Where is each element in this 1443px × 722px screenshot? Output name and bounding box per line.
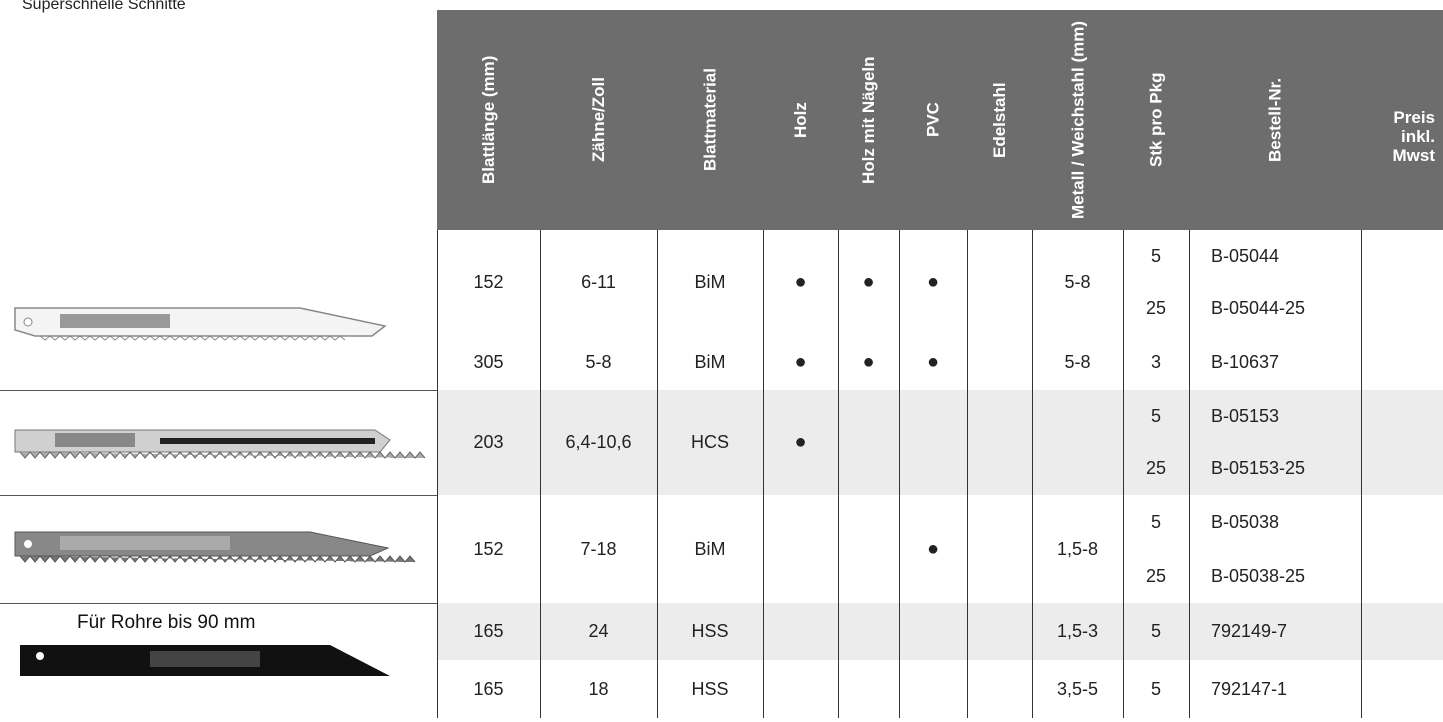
column-rule [437,230,438,718]
column-rule [899,230,900,718]
bullet: ● [926,271,940,293]
order-number: B-05153-25 [1211,458,1306,479]
bullet: ● [926,537,940,560]
column-rule [657,230,658,718]
column-rule [1361,230,1362,718]
pack-count: 3 [1150,352,1161,372]
column-header: Bestell-Nr. [1265,77,1285,163]
cell: 165 [473,678,504,699]
separator [0,495,437,496]
note: Für Rohre bis 90 mm [77,612,256,633]
column-rule [1032,230,1033,718]
blade-images [14,307,426,676]
row-background [437,660,1443,718]
cell: 24 [588,621,609,641]
cell: 203 [473,432,504,452]
order-number: B-10637 [1211,352,1280,372]
blade [14,429,426,459]
column-header: Edelstahl [990,82,1009,158]
cell: 1,5-8 [1056,538,1099,559]
column-rule [540,230,541,718]
row-background [437,230,1443,335]
pack-count: 5 [1150,245,1161,266]
column-rule [1123,230,1124,718]
cell: 6,4-10,6 [565,432,632,452]
column-header: PVC [923,102,943,138]
cell: 18 [588,678,609,699]
bullet: ● [794,351,807,373]
column-header: Holz mit Nägeln [859,56,878,184]
pack-count: 25 [1145,565,1167,586]
cell: HSS [691,678,729,699]
column-header: Zähne/Zoll [589,77,608,163]
order-number: B-05044-25 [1211,298,1306,319]
row-background [437,495,1443,603]
caption: Superschnelle Schnitte [22,0,186,13]
bullet: ● [862,271,875,293]
column-header: Blattmaterial [700,68,720,172]
pack-count: 25 [1145,458,1167,479]
cell: 165 [473,621,504,641]
pack-count: 5 [1150,405,1161,426]
blade [14,531,416,563]
row-background [437,390,1443,495]
order-number: B-05153 [1211,405,1280,426]
cell: 7-18 [580,538,617,559]
order-number: 792149-7 [1211,621,1288,641]
bullet: ● [926,351,940,373]
cell: BiM [694,538,726,559]
cell: BiM [694,352,726,372]
cell: HSS [691,621,729,641]
order-number: B-05038 [1211,511,1280,532]
separator [0,603,437,604]
cell: 152 [473,538,504,559]
order-number: B-05038-25 [1211,565,1306,586]
column-header: Stk pro Pkg [1146,72,1166,168]
bullet: ● [862,351,875,373]
cell: HCS [690,432,729,452]
order-number: 792147-1 [1211,678,1288,699]
column-header: Holz [791,102,810,138]
order-number: B-05044 [1211,245,1280,266]
column-rule [967,230,968,718]
bullet: ● [794,431,807,453]
cell: 152 [473,272,504,292]
column-header: Preis inkl. Mwst [1392,108,1436,165]
blade [20,645,390,676]
column-header: Metall / Weichstahl (mm) [1068,20,1087,220]
cell: 5-8 [1064,272,1091,292]
separator [0,390,437,391]
table-header [437,10,1443,230]
pack-count: 25 [1145,298,1167,319]
pack-count: 5 [1150,511,1161,532]
cell: 1,5-3 [1056,621,1099,641]
cell: BiM [694,272,726,292]
blade [14,307,387,341]
row-background [437,603,1443,660]
cell: 5-8 [1064,352,1091,372]
pack-count: 5 [1150,621,1161,641]
cell: 3,5-5 [1056,678,1099,699]
cell: 305 [473,352,504,372]
cell: 6-11 [581,272,616,292]
bullet: ● [794,271,807,293]
column-rule [838,230,839,718]
cell: 5-8 [585,352,612,372]
pack-count: 5 [1150,678,1161,699]
column-header: Blattlänge (mm) [479,55,498,185]
row-background [437,335,1443,390]
column-rule [763,230,764,718]
column-rule [1189,230,1190,718]
